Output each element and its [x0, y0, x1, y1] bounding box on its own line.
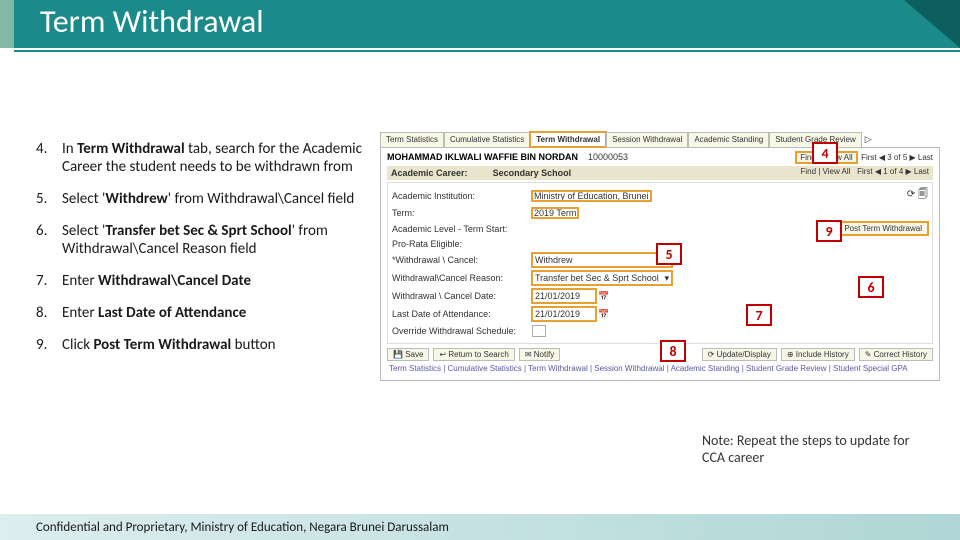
nav-pos: 3 of 5 [887, 153, 907, 162]
tab-term-withdrawal[interactable]: Term Withdrawal [530, 132, 606, 147]
step-number: 4. [36, 140, 62, 176]
page-title: Term Withdrawal [40, 2, 264, 41]
wcancel-label: *Withdrawal \ Cancel: [392, 255, 532, 265]
tab-session-withdrawal[interactable]: Session Withdrawal [606, 132, 688, 147]
wreason-label: Withdrawal\Cancel Reason: [392, 273, 532, 283]
inner-pos: 1 of 4 [883, 167, 903, 176]
wreason-select[interactable]: Transfer bet Sec & Sprt School▾ [532, 271, 672, 285]
term-label: Term: [392, 208, 532, 218]
tab-academic-standing[interactable]: Academic Standing [688, 132, 769, 147]
inner-nav: Find | View All First ◀ 1 of 4 ▶ Last [800, 167, 929, 176]
title-underline [14, 50, 960, 52]
update-button[interactable]: ⟳ Update/Display [702, 348, 777, 361]
institution-label: Academic Institution: [392, 191, 532, 201]
post-term-withdrawal-button[interactable]: Post Term Withdrawal [838, 222, 928, 235]
institution-value: Ministry of Education, Brunei [532, 191, 651, 201]
inner-find[interactable]: Find | View All [800, 167, 850, 176]
breadcrumb: Term Statistics | Cumulative Statistics … [387, 361, 933, 376]
instruction-row: 5.Select 'Withdrew' from Withdrawal\Canc… [36, 190, 366, 208]
wdate-input[interactable]: 21/01/2019 [532, 289, 596, 303]
callout-6: 6 [858, 276, 884, 298]
step-text: Select 'Withdrew' from Withdrawal\Cancel… [62, 190, 366, 208]
tab-term-statistics[interactable]: Term Statistics [380, 132, 444, 147]
tab-overflow-icon[interactable]: ▷ [862, 132, 875, 147]
student-id: 10000053 [588, 152, 628, 162]
note-text: Note: Repeat the steps to update for CCA… [702, 432, 922, 466]
callout-8: 8 [660, 340, 686, 362]
inner-first[interactable]: First [857, 167, 873, 176]
callout-7: 7 [746, 304, 772, 326]
nav-first[interactable]: First [861, 153, 877, 162]
tab-row: Term StatisticsCumulative StatisticsTerm… [380, 132, 940, 147]
step-number: 8. [36, 304, 62, 322]
notify-button[interactable]: ✉ Notify [519, 348, 560, 361]
student-name: MOHAMMAD IKLWALI WAFFIE BIN NORDAN [387, 152, 578, 162]
step-text: Select 'Transfer bet Sec & Sprt School' … [62, 222, 366, 258]
callout-9: 9 [816, 220, 842, 242]
instruction-row: 8.Enter Last Date of Attendance [36, 304, 366, 322]
correct-history-button[interactable]: ✎ Correct History [859, 348, 933, 361]
step-text: Enter Last Date of Attendance [62, 304, 366, 322]
level-label: Academic Level - Term Start: [392, 224, 532, 234]
include-history-button[interactable]: ⊕ Include History [781, 348, 855, 361]
step-text: Enter Withdrawal\Cancel Date [62, 272, 366, 290]
step-number: 5. [36, 190, 62, 208]
step-number: 7. [36, 272, 62, 290]
override-checkbox[interactable] [532, 325, 546, 337]
wcancel-select[interactable]: Withdrew▾ [532, 253, 672, 267]
academic-career-header: Academic Career: Secondary School Find |… [387, 166, 933, 180]
calendar-icon[interactable]: 📅 [598, 291, 609, 302]
callout-4: 4 [812, 142, 838, 164]
instruction-row: 6.Select 'Transfer bet Sec & Sprt School… [36, 222, 366, 258]
academic-career-label: Academic Career: [391, 168, 468, 178]
term-value: 2019 Term [532, 208, 578, 218]
instruction-list: 4.In Term Withdrawal tab, search for the… [36, 140, 366, 368]
step-number: 9. [36, 336, 62, 354]
nav-last[interactable]: Last [918, 153, 933, 162]
lastdate-label: Last Date of Attendance: [392, 309, 532, 319]
save-button[interactable]: 💾 Save [387, 348, 429, 361]
calendar-icon[interactable]: 📅 [598, 309, 609, 320]
return-button[interactable]: ↩ Return to Search [433, 348, 514, 361]
title-bar: Term Withdrawal [0, 0, 960, 48]
instruction-row: 4.In Term Withdrawal tab, search for the… [36, 140, 366, 176]
tab-cumulative-statistics[interactable]: Cumulative Statistics [444, 132, 530, 147]
refresh-icon[interactable]: ⟳ 🗐 [907, 187, 928, 204]
callout-5: 5 [656, 243, 682, 265]
override-label: Override Withdrawal Schedule: [392, 326, 532, 336]
step-text: Click Post Term Withdrawal button [62, 336, 366, 354]
wdate-label: Withdrawal \ Cancel Date: [392, 291, 532, 301]
inner-last[interactable]: Last [914, 167, 929, 176]
step-text: In Term Withdrawal tab, search for the A… [62, 140, 366, 176]
lastdate-input[interactable]: 21/01/2019 [532, 307, 596, 321]
academic-career-value: Secondary School [493, 168, 572, 178]
instruction-row: 9.Click Post Term Withdrawal button [36, 336, 366, 354]
footer-text: Confidential and Proprietary, Ministry o… [0, 514, 960, 540]
title-corner [904, 0, 960, 48]
instruction-row: 7.Enter Withdrawal\Cancel Date [36, 272, 366, 290]
step-number: 6. [36, 222, 62, 258]
prorata-label: Pro-Rata Eligible: [392, 239, 532, 249]
